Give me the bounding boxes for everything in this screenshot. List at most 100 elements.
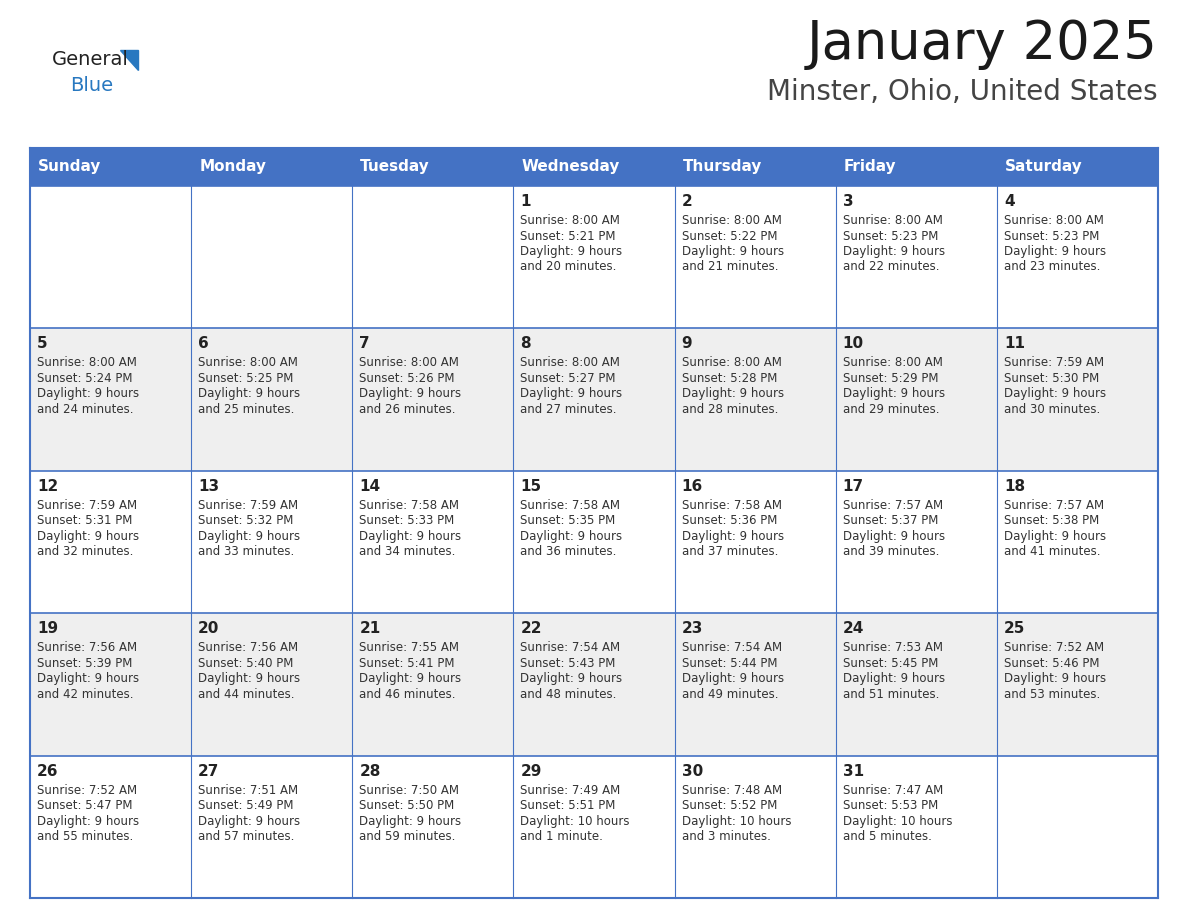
Bar <box>30 613 1158 756</box>
Text: and 53 minutes.: and 53 minutes. <box>1004 688 1100 700</box>
Text: 5: 5 <box>37 336 48 352</box>
Text: Sunset: 5:52 PM: Sunset: 5:52 PM <box>682 799 777 812</box>
Text: Sunrise: 7:53 AM: Sunrise: 7:53 AM <box>842 641 943 655</box>
Text: 25: 25 <box>1004 621 1025 636</box>
Text: and 41 minutes.: and 41 minutes. <box>1004 545 1100 558</box>
Text: Sunrise: 8:00 AM: Sunrise: 8:00 AM <box>682 356 782 369</box>
Text: Sunrise: 7:52 AM: Sunrise: 7:52 AM <box>1004 641 1104 655</box>
Text: 17: 17 <box>842 479 864 494</box>
Text: Sunset: 5:32 PM: Sunset: 5:32 PM <box>198 514 293 527</box>
Text: Sunrise: 7:58 AM: Sunrise: 7:58 AM <box>682 498 782 512</box>
Text: 20: 20 <box>198 621 220 636</box>
Text: 1: 1 <box>520 194 531 209</box>
Text: and 21 minutes.: and 21 minutes. <box>682 261 778 274</box>
Text: Sunset: 5:35 PM: Sunset: 5:35 PM <box>520 514 615 527</box>
Text: Sunrise: 7:58 AM: Sunrise: 7:58 AM <box>359 498 460 512</box>
Text: Sunset: 5:31 PM: Sunset: 5:31 PM <box>37 514 132 527</box>
Text: Daylight: 9 hours: Daylight: 9 hours <box>359 672 461 685</box>
Bar <box>30 329 1158 471</box>
Text: 24: 24 <box>842 621 864 636</box>
Text: and 3 minutes.: and 3 minutes. <box>682 830 771 843</box>
Text: 7: 7 <box>359 336 369 352</box>
Bar <box>30 186 1158 329</box>
Text: Sunrise: 8:00 AM: Sunrise: 8:00 AM <box>682 214 782 227</box>
Text: 18: 18 <box>1004 479 1025 494</box>
Text: 31: 31 <box>842 764 864 778</box>
Text: and 46 minutes.: and 46 minutes. <box>359 688 456 700</box>
Text: Sunrise: 8:00 AM: Sunrise: 8:00 AM <box>1004 214 1104 227</box>
Text: Daylight: 9 hours: Daylight: 9 hours <box>682 245 784 258</box>
Text: 4: 4 <box>1004 194 1015 209</box>
Text: Sunset: 5:38 PM: Sunset: 5:38 PM <box>1004 514 1099 527</box>
Text: Sunset: 5:26 PM: Sunset: 5:26 PM <box>359 372 455 385</box>
Text: Sunset: 5:36 PM: Sunset: 5:36 PM <box>682 514 777 527</box>
Text: Sunrise: 7:59 AM: Sunrise: 7:59 AM <box>198 498 298 512</box>
Text: Sunset: 5:40 PM: Sunset: 5:40 PM <box>198 656 293 670</box>
Text: Daylight: 9 hours: Daylight: 9 hours <box>520 530 623 543</box>
Text: January 2025: January 2025 <box>807 18 1158 70</box>
Text: General: General <box>52 50 128 69</box>
Text: 13: 13 <box>198 479 220 494</box>
Text: Monday: Monday <box>200 160 266 174</box>
Text: and 27 minutes.: and 27 minutes. <box>520 403 617 416</box>
Text: Sunset: 5:46 PM: Sunset: 5:46 PM <box>1004 656 1099 670</box>
Text: 8: 8 <box>520 336 531 352</box>
Text: Daylight: 10 hours: Daylight: 10 hours <box>842 814 953 828</box>
Text: Saturday: Saturday <box>1005 160 1082 174</box>
Text: Friday: Friday <box>843 160 896 174</box>
Text: Daylight: 9 hours: Daylight: 9 hours <box>842 530 944 543</box>
Text: and 25 minutes.: and 25 minutes. <box>198 403 295 416</box>
Text: Daylight: 9 hours: Daylight: 9 hours <box>37 530 139 543</box>
Text: Sunset: 5:47 PM: Sunset: 5:47 PM <box>37 799 133 812</box>
Text: Sunset: 5:49 PM: Sunset: 5:49 PM <box>198 799 293 812</box>
Text: Sunrise: 8:00 AM: Sunrise: 8:00 AM <box>520 356 620 369</box>
Text: Daylight: 9 hours: Daylight: 9 hours <box>359 387 461 400</box>
Text: Sunrise: 7:59 AM: Sunrise: 7:59 AM <box>1004 356 1104 369</box>
Text: and 22 minutes.: and 22 minutes. <box>842 261 940 274</box>
Text: Sunset: 5:25 PM: Sunset: 5:25 PM <box>198 372 293 385</box>
Text: Sunrise: 8:00 AM: Sunrise: 8:00 AM <box>842 356 942 369</box>
Text: Sunrise: 8:00 AM: Sunrise: 8:00 AM <box>359 356 459 369</box>
Text: Sunrise: 8:00 AM: Sunrise: 8:00 AM <box>198 356 298 369</box>
Text: Sunrise: 7:57 AM: Sunrise: 7:57 AM <box>842 498 943 512</box>
Text: and 5 minutes.: and 5 minutes. <box>842 830 931 843</box>
Text: Daylight: 10 hours: Daylight: 10 hours <box>682 814 791 828</box>
Text: 11: 11 <box>1004 336 1025 352</box>
Text: and 24 minutes.: and 24 minutes. <box>37 403 133 416</box>
Text: Sunrise: 8:00 AM: Sunrise: 8:00 AM <box>520 214 620 227</box>
Text: Sunrise: 7:51 AM: Sunrise: 7:51 AM <box>198 784 298 797</box>
Text: and 48 minutes.: and 48 minutes. <box>520 688 617 700</box>
Text: 9: 9 <box>682 336 693 352</box>
Text: Sunrise: 7:54 AM: Sunrise: 7:54 AM <box>520 641 620 655</box>
Text: Sunday: Sunday <box>38 160 101 174</box>
Text: Sunset: 5:27 PM: Sunset: 5:27 PM <box>520 372 615 385</box>
Text: Sunrise: 7:52 AM: Sunrise: 7:52 AM <box>37 784 137 797</box>
Text: Sunrise: 8:00 AM: Sunrise: 8:00 AM <box>842 214 942 227</box>
Text: Sunset: 5:39 PM: Sunset: 5:39 PM <box>37 656 132 670</box>
Text: and 34 minutes.: and 34 minutes. <box>359 545 456 558</box>
Text: Sunrise: 7:47 AM: Sunrise: 7:47 AM <box>842 784 943 797</box>
Text: Sunset: 5:24 PM: Sunset: 5:24 PM <box>37 372 133 385</box>
Text: and 28 minutes.: and 28 minutes. <box>682 403 778 416</box>
Text: 3: 3 <box>842 194 853 209</box>
Text: and 23 minutes.: and 23 minutes. <box>1004 261 1100 274</box>
Text: Wednesday: Wednesday <box>522 160 620 174</box>
Text: Daylight: 9 hours: Daylight: 9 hours <box>1004 672 1106 685</box>
Text: 26: 26 <box>37 764 58 778</box>
Text: Sunrise: 8:00 AM: Sunrise: 8:00 AM <box>37 356 137 369</box>
Text: and 39 minutes.: and 39 minutes. <box>842 545 939 558</box>
Text: Sunrise: 7:55 AM: Sunrise: 7:55 AM <box>359 641 460 655</box>
Text: Sunset: 5:23 PM: Sunset: 5:23 PM <box>842 230 939 242</box>
Bar <box>30 756 1158 898</box>
Text: Daylight: 9 hours: Daylight: 9 hours <box>198 814 301 828</box>
Text: Tuesday: Tuesday <box>360 160 430 174</box>
Text: and 49 minutes.: and 49 minutes. <box>682 688 778 700</box>
Text: 28: 28 <box>359 764 380 778</box>
Text: Daylight: 9 hours: Daylight: 9 hours <box>842 387 944 400</box>
Text: Daylight: 10 hours: Daylight: 10 hours <box>520 814 630 828</box>
Text: Sunrise: 7:54 AM: Sunrise: 7:54 AM <box>682 641 782 655</box>
Text: Sunrise: 7:48 AM: Sunrise: 7:48 AM <box>682 784 782 797</box>
Text: 19: 19 <box>37 621 58 636</box>
Bar <box>30 471 1158 613</box>
Text: Sunrise: 7:50 AM: Sunrise: 7:50 AM <box>359 784 460 797</box>
